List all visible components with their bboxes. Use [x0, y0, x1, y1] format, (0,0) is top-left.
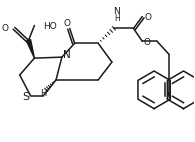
Text: H: H	[114, 14, 120, 23]
Text: O: O	[2, 24, 9, 33]
Text: HO: HO	[43, 22, 57, 31]
Text: N: N	[63, 50, 71, 60]
Text: O: O	[63, 19, 70, 28]
Text: N: N	[113, 7, 120, 16]
Text: S: S	[22, 92, 29, 102]
Polygon shape	[27, 40, 35, 58]
Text: O: O	[145, 13, 152, 22]
Text: H: H	[40, 89, 46, 98]
Text: O: O	[144, 38, 151, 47]
